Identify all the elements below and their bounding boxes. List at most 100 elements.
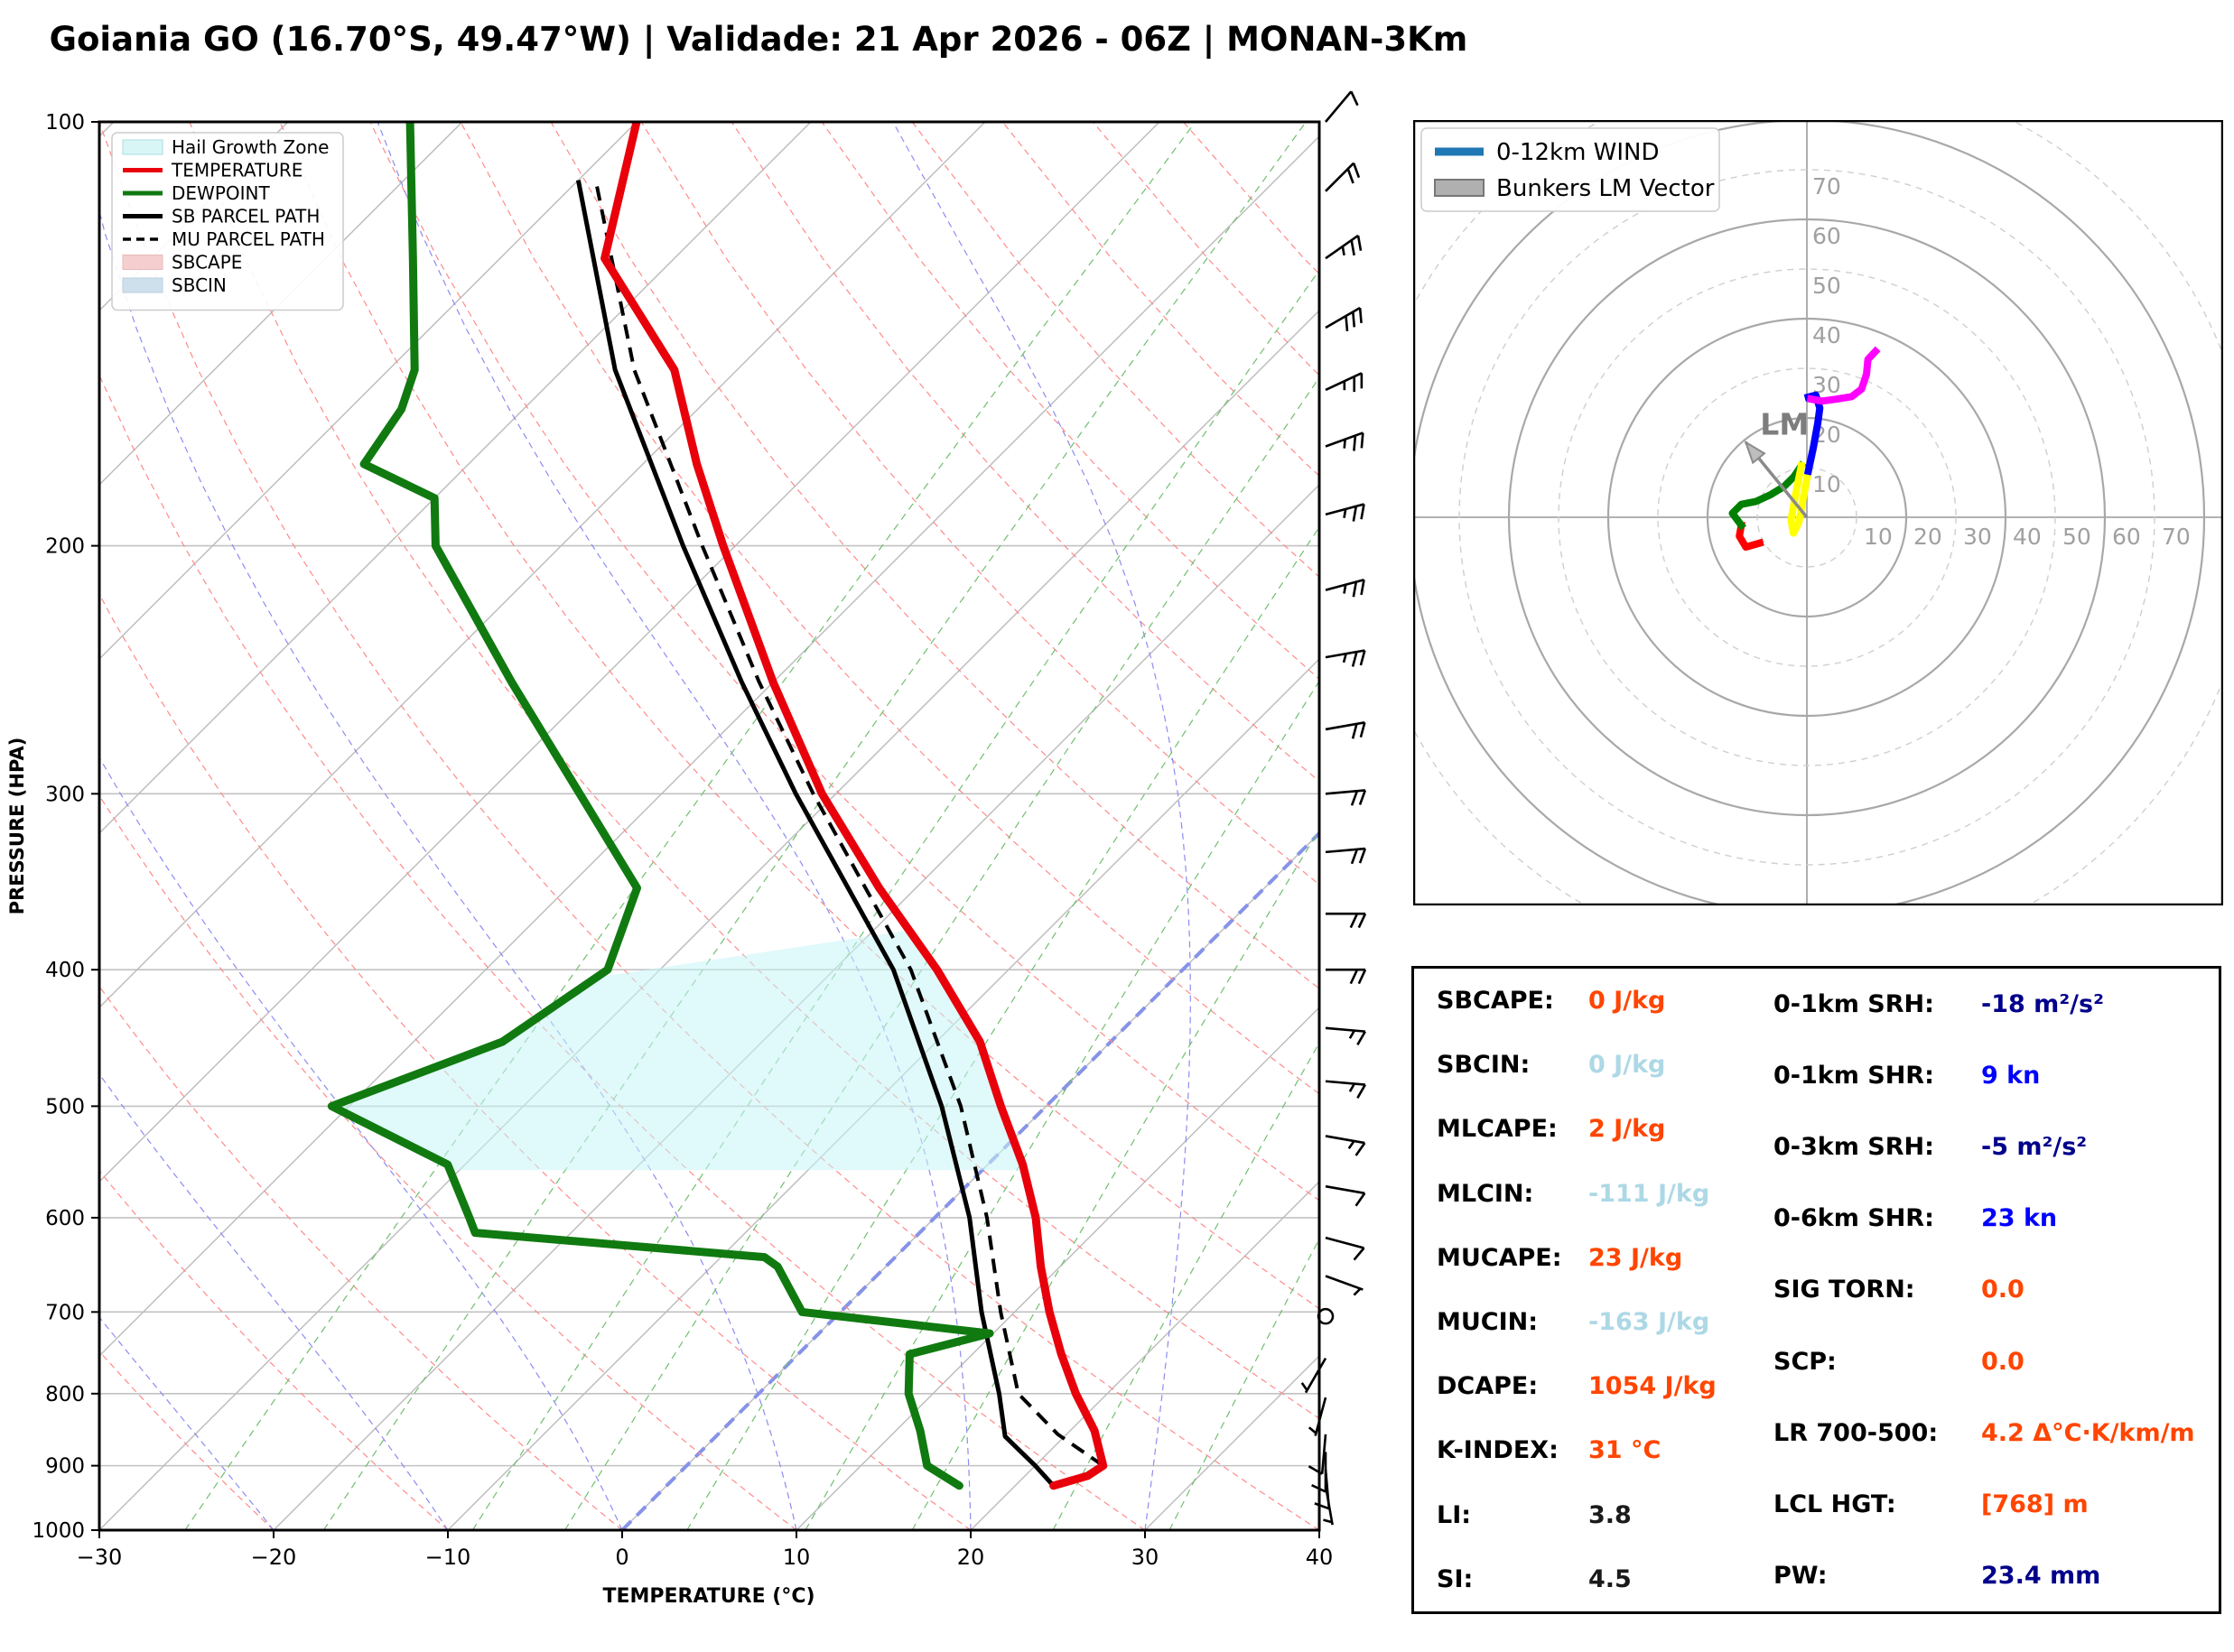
- pressure-tick-label: 600: [45, 1207, 85, 1230]
- dry-adiabat-line: [279, 122, 1319, 1310]
- hodograph-trace-segment: [1787, 461, 1813, 537]
- stat-label: K-INDEX:: [1437, 1436, 1559, 1465]
- sb-parcel-path-curve: [575, 180, 1056, 1488]
- mixing-ratio-line: [686, 525, 1319, 1530]
- pressure-tick-label: 200: [45, 535, 85, 559]
- mixing-ratio-line: [471, 269, 1319, 1530]
- ring-label: 40: [1812, 322, 1841, 348]
- mixing-ratio-line: [1168, 1238, 1319, 1530]
- isotherm-line: [970, 1181, 1319, 1530]
- stat-value: -18 m²/s²: [1981, 990, 2104, 1019]
- isotherm-line: [796, 1007, 1319, 1530]
- stat-label: 0-6km SHR:: [1773, 1204, 1934, 1233]
- stat-value: -163 J/kg: [1588, 1308, 1710, 1337]
- legend-item-label: 0-12km WIND: [1496, 139, 1660, 166]
- isotherm-line: [99, 122, 463, 486]
- stat-value: -111 J/kg: [1588, 1179, 1710, 1208]
- stat-row: DCAPE: 1054 J/kg: [1437, 1372, 1766, 1400]
- hodograph-ring: [1558, 268, 2056, 766]
- hodograph-legend-box: [1420, 127, 1720, 212]
- temperature-tick-label: 0: [615, 1545, 628, 1570]
- wind-barb-icon: [1308, 1434, 1327, 1475]
- stat-value: 0.0: [1981, 1347, 2025, 1376]
- stat-label: SBCIN:: [1437, 1051, 1531, 1080]
- moist-adiabat-line: [99, 1072, 449, 1530]
- stat-row: MUCIN: -163 J/kg: [1437, 1308, 1766, 1336]
- isotherm-line: [99, 122, 289, 311]
- stat-value: 9 kn: [1981, 1062, 2041, 1091]
- dry-adiabat-line: [460, 122, 1319, 1095]
- wind-barb-icon: [1325, 1080, 1366, 1099]
- stat-value: -5 m²/s²: [1981, 1133, 2088, 1162]
- stat-label: SI:: [1437, 1564, 1474, 1593]
- wind-barb-icon: [1325, 847, 1367, 865]
- dry-adiabat-line: [99, 985, 623, 1530]
- dry-adiabat-line: [1092, 122, 1319, 376]
- ring-label: 60: [1812, 223, 1841, 249]
- isotherm-line: [99, 310, 1319, 1530]
- ring-label: 40: [2013, 524, 2042, 550]
- moist-adiabat-line: [99, 756, 623, 1530]
- stat-row: MLCAPE: 2 J/kg: [1437, 1115, 1766, 1143]
- hail-growth-zone-fill: [331, 930, 1025, 1171]
- wind-barb-icon: [1325, 306, 1363, 332]
- pressure-tick-label: 100: [45, 111, 85, 135]
- wind-barb-icon: [1325, 372, 1364, 393]
- dewpoint-curve: [327, 122, 994, 1490]
- stat-label: SBCAPE:: [1437, 987, 1554, 1016]
- wind-barb-icon: [1325, 90, 1359, 123]
- legend-swatch-icon: [122, 255, 163, 270]
- stat-value: 23.4 mm: [1981, 1561, 2101, 1590]
- dry-adiabat-line: [731, 122, 1319, 783]
- hodograph-legend: 0-12km WIND Bunkers LM Vector: [1420, 127, 1720, 212]
- stat-value: 0.0: [1981, 1276, 2025, 1304]
- mixing-ratio-line: [911, 828, 1319, 1530]
- pressure-tick-label: 700: [45, 1301, 85, 1324]
- hodograph-border: [1413, 120, 2223, 905]
- pressure-tick-label: 400: [45, 959, 85, 982]
- ring-label: 10: [1812, 471, 1841, 497]
- wind-barb-icon: [1326, 968, 1367, 985]
- legend-item-label: Hail Growth Zone: [172, 136, 329, 158]
- stat-label: MLCIN:: [1437, 1179, 1534, 1208]
- stats-panel: SBCAPE: 0 J/kg SBCIN: 0 J/kg MLCAPE: 2 J/kg ML…: [1411, 966, 2221, 1614]
- mixing-ratio-line: [564, 376, 1319, 1530]
- stats-column-right: 0-1km SRH: -18 m²/s² 0-1km SHR: 9 kn 0-3km S…: [1773, 969, 2207, 1611]
- hodograph-trace-segment: [1803, 391, 1824, 476]
- stat-label: DCAPE:: [1437, 1372, 1539, 1401]
- hodograph-ring: [1458, 169, 2155, 866]
- legend-item-label: DEWPOINT: [172, 182, 270, 204]
- skewt-background-grid: [99, 121, 1319, 1530]
- stat-label: LR 700-500:: [1773, 1418, 1939, 1447]
- pressure-tick-label: 500: [45, 1095, 85, 1118]
- stat-value: [768] m: [1981, 1490, 2089, 1518]
- hodograph-ring: [1657, 367, 1957, 667]
- stat-row: 0-1km SRH: -18 m²/s²: [1773, 990, 2207, 1018]
- ring-label: 50: [2062, 524, 2091, 550]
- wind-barb-icon: [1323, 1485, 1334, 1526]
- stat-label: MUCIN:: [1437, 1308, 1539, 1337]
- isotherm-line: [1144, 1355, 1319, 1530]
- ring-label: 10: [1864, 524, 1893, 550]
- stat-row: MLCIN: -111 J/kg: [1437, 1180, 1766, 1208]
- stat-label: MLCAPE:: [1437, 1115, 1558, 1144]
- stat-label: LI:: [1437, 1500, 1472, 1529]
- moist-adiabat-line: [99, 209, 797, 1530]
- wind-barb-icon: [1300, 1357, 1327, 1394]
- wind-barb-icon: [1325, 503, 1365, 522]
- dry-adiabat-line: [369, 122, 1319, 1202]
- wind-barb-icon: [1325, 432, 1364, 451]
- stat-label: 0-1km SRH:: [1773, 990, 1934, 1019]
- stat-row: 0-1km SHR: 9 kn: [1773, 1062, 2207, 1090]
- stat-row: LI: 3.8: [1437, 1501, 1766, 1529]
- stat-label: SIG TORN:: [1773, 1276, 1915, 1304]
- legend-item-label: MU PARCEL PATH: [172, 228, 325, 250]
- stat-label: MUCAPE:: [1437, 1243, 1562, 1272]
- pressure-tick-label: 800: [45, 1383, 85, 1406]
- lm-label: LM: [1760, 407, 1809, 442]
- dry-adiabat-line: [99, 374, 1146, 1530]
- stat-row: LCL HGT: [768] m: [1773, 1490, 2207, 1518]
